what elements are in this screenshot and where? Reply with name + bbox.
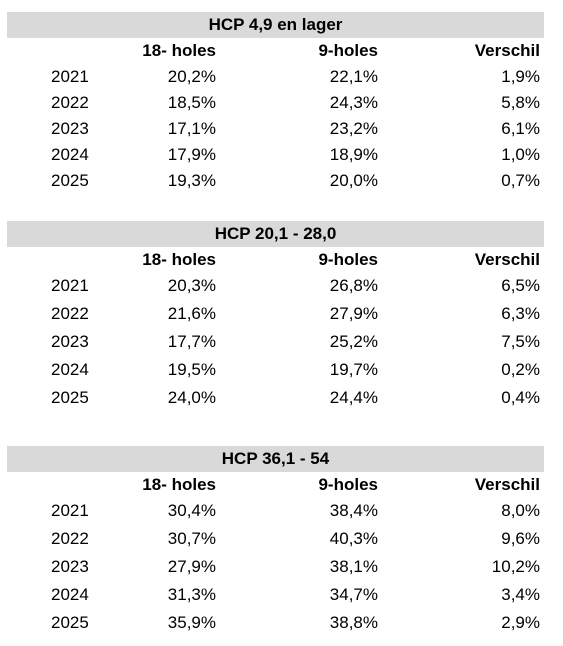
value-18-holes: 19,5% bbox=[167, 360, 216, 379]
value-18-holes: 21,6% bbox=[167, 304, 216, 323]
table-row: 2022 30,7% 40,3% 9,6% bbox=[7, 526, 544, 554]
value-verschil: 7,5% bbox=[501, 332, 540, 351]
value-9-holes: 40,3% bbox=[329, 529, 378, 548]
table-row: 2025 24,0% 24,4% 0,4% bbox=[7, 385, 544, 413]
year-cell: 2022 bbox=[51, 529, 89, 548]
table-row: 2023 17,1% 23,2% 6,1% bbox=[7, 116, 544, 142]
header-row: 18- holes 9-holes Verschil bbox=[7, 472, 544, 498]
year-cell: 2022 bbox=[51, 93, 89, 112]
value-18-holes: 30,4% bbox=[167, 501, 216, 520]
year-cell: 2023 bbox=[51, 119, 89, 138]
table-title: HCP 4,9 en lager bbox=[7, 12, 544, 38]
value-verschil: 6,3% bbox=[501, 304, 540, 323]
hcp-table-2: HCP 20,1 - 28,0 18- holes 9-holes Versch… bbox=[7, 221, 544, 413]
col-header-verschil: Verschil bbox=[474, 41, 540, 60]
value-9-holes: 23,2% bbox=[329, 119, 378, 138]
value-18-holes: 17,7% bbox=[167, 332, 216, 351]
value-9-holes: 24,4% bbox=[329, 388, 378, 407]
value-18-holes: 20,3% bbox=[167, 276, 216, 295]
value-9-holes: 19,7% bbox=[329, 360, 378, 379]
year-cell: 2023 bbox=[51, 332, 89, 351]
value-9-holes: 20,0% bbox=[329, 171, 378, 190]
value-18-holes: 31,3% bbox=[167, 585, 216, 604]
col-header-18-holes: 18- holes bbox=[142, 250, 216, 269]
year-cell: 2023 bbox=[51, 557, 89, 576]
year-cell: 2025 bbox=[51, 171, 89, 190]
value-18-holes: 20,2% bbox=[167, 67, 216, 86]
value-9-holes: 25,2% bbox=[329, 332, 378, 351]
table-row: 2021 20,2% 22,1% 1,9% bbox=[7, 64, 544, 90]
year-cell: 2021 bbox=[51, 501, 89, 520]
table-row: 2025 19,3% 20,0% 0,7% bbox=[7, 168, 544, 194]
value-18-holes: 30,7% bbox=[167, 529, 216, 548]
table-title: HCP 20,1 - 28,0 bbox=[7, 221, 544, 247]
table-row: 2023 17,7% 25,2% 7,5% bbox=[7, 329, 544, 357]
table-row: 2022 18,5% 24,3% 5,8% bbox=[7, 90, 544, 116]
value-verschil: 6,5% bbox=[501, 276, 540, 295]
year-cell: 2024 bbox=[51, 145, 89, 164]
value-18-holes: 24,0% bbox=[167, 388, 216, 407]
value-9-holes: 22,1% bbox=[329, 67, 378, 86]
table-row: 2024 31,3% 34,7% 3,4% bbox=[7, 582, 544, 610]
year-cell: 2025 bbox=[51, 388, 89, 407]
table-row: 2023 27,9% 38,1% 10,2% bbox=[7, 554, 544, 582]
value-18-holes: 17,9% bbox=[167, 145, 216, 164]
table-row: 2024 17,9% 18,9% 1,0% bbox=[7, 142, 544, 168]
value-verschil: 0,4% bbox=[501, 388, 540, 407]
value-verschil: 1,9% bbox=[501, 67, 540, 86]
value-9-holes: 26,8% bbox=[329, 276, 378, 295]
year-cell: 2024 bbox=[51, 360, 89, 379]
table-row: 2021 30,4% 38,4% 8,0% bbox=[7, 498, 544, 526]
header-row: 18- holes 9-holes Verschil bbox=[7, 247, 544, 273]
col-header-9-holes: 9-holes bbox=[318, 475, 378, 494]
value-verschil: 5,8% bbox=[501, 93, 540, 112]
value-verschil: 3,4% bbox=[501, 585, 540, 604]
value-verschil: 10,2% bbox=[491, 557, 540, 576]
year-cell: 2021 bbox=[51, 67, 89, 86]
value-verschil: 6,1% bbox=[501, 119, 540, 138]
value-verschil: 9,6% bbox=[501, 529, 540, 548]
value-9-holes: 38,4% bbox=[329, 501, 378, 520]
value-9-holes: 34,7% bbox=[329, 585, 378, 604]
value-18-holes: 27,9% bbox=[167, 557, 216, 576]
header-row: 18- holes 9-holes Verschil bbox=[7, 38, 544, 64]
year-cell: 2024 bbox=[51, 585, 89, 604]
value-9-holes: 38,1% bbox=[329, 557, 378, 576]
value-9-holes: 24,3% bbox=[329, 93, 378, 112]
value-9-holes: 27,9% bbox=[329, 304, 378, 323]
table-row: 2022 21,6% 27,9% 6,3% bbox=[7, 301, 544, 329]
year-cell: 2022 bbox=[51, 304, 89, 323]
col-header-9-holes: 9-holes bbox=[318, 250, 378, 269]
hcp-table-3: HCP 36,1 - 54 18- holes 9-holes Verschil… bbox=[7, 446, 544, 638]
table-row: 2024 19,5% 19,7% 0,2% bbox=[7, 357, 544, 385]
table-row: 2021 20,3% 26,8% 6,5% bbox=[7, 273, 544, 301]
value-verschil: 8,0% bbox=[501, 501, 540, 520]
year-cell: 2025 bbox=[51, 613, 89, 632]
col-header-9-holes: 9-holes bbox=[318, 41, 378, 60]
year-cell: 2021 bbox=[51, 276, 89, 295]
value-verschil: 0,7% bbox=[501, 171, 540, 190]
value-18-holes: 35,9% bbox=[167, 613, 216, 632]
col-header-18-holes: 18- holes bbox=[142, 41, 216, 60]
value-verschil: 0,2% bbox=[501, 360, 540, 379]
value-18-holes: 17,1% bbox=[167, 119, 216, 138]
value-verschil: 2,9% bbox=[501, 613, 540, 632]
hcp-table-1: HCP 4,9 en lager 18- holes 9-holes Versc… bbox=[7, 12, 544, 194]
col-header-18-holes: 18- holes bbox=[142, 475, 216, 494]
value-verschil: 1,0% bbox=[501, 145, 540, 164]
value-18-holes: 18,5% bbox=[167, 93, 216, 112]
col-header-verschil: Verschil bbox=[474, 250, 540, 269]
col-header-verschil: Verschil bbox=[474, 475, 540, 494]
table-row: 2025 35,9% 38,8% 2,9% bbox=[7, 610, 544, 638]
value-9-holes: 38,8% bbox=[329, 613, 378, 632]
table-title: HCP 36,1 - 54 bbox=[7, 446, 544, 472]
value-9-holes: 18,9% bbox=[329, 145, 378, 164]
value-18-holes: 19,3% bbox=[167, 171, 216, 190]
